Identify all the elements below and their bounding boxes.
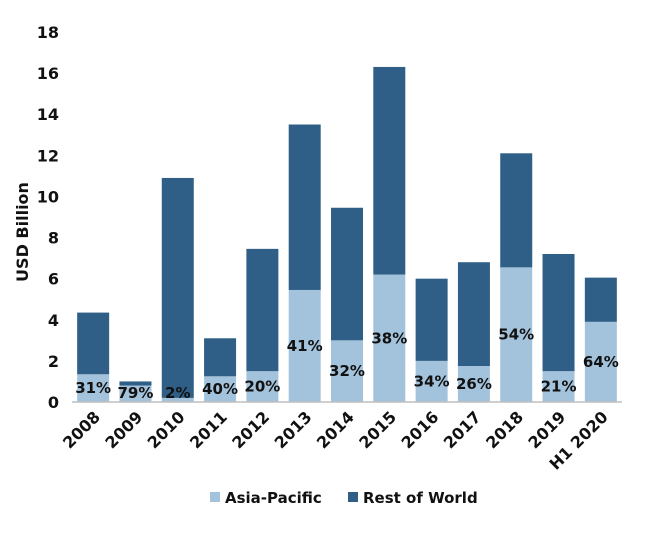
bar-asia-pacific	[77, 374, 110, 402]
data-label: 41%	[287, 337, 323, 355]
bar-asia-pacific	[331, 340, 363, 402]
y-tick-label: 16	[37, 64, 59, 83]
y-axis-label: USD Billion	[13, 182, 32, 282]
bar-asia-pacific	[542, 371, 575, 402]
data-label: 54%	[498, 326, 534, 344]
x-tick-label: 2008	[59, 407, 104, 452]
y-tick-label: 8	[48, 229, 59, 248]
bar-asia-pacific	[288, 289, 321, 402]
y-tick-label: 4	[48, 311, 59, 330]
bar-rest-of-world	[331, 207, 363, 341]
bar-rest-of-world	[500, 153, 533, 268]
bar-asia-pacific	[204, 376, 237, 402]
bar-rest-of-world	[542, 254, 575, 372]
x-tick-label: 2014	[313, 407, 358, 452]
bar-asia-pacific	[161, 397, 194, 402]
bar-asia-pacific	[415, 360, 448, 402]
bar-rest-of-world	[161, 177, 194, 398]
data-label: 21%	[541, 378, 577, 396]
data-label: 31%	[75, 379, 111, 397]
x-tick-label: 2010	[144, 407, 189, 452]
y-tick-label: 14	[37, 105, 59, 124]
legend-swatch-rest-of-world	[348, 492, 358, 502]
bar-rest-of-world	[457, 262, 490, 367]
x-tick-label: 2017	[440, 407, 485, 452]
y-tick-label: 2	[48, 352, 59, 371]
legend-label-asia-pacific: Asia-Pacific	[225, 489, 322, 507]
x-tick-label: 2018	[482, 407, 527, 452]
y-tick-label: 0	[48, 393, 59, 412]
y-tick-label: 6	[48, 270, 59, 289]
bar-asia-pacific	[584, 321, 617, 402]
bar-asia-pacific	[373, 274, 406, 402]
bar-asia-pacific	[500, 267, 533, 402]
bar-rest-of-world	[246, 248, 279, 372]
data-label: 32%	[329, 362, 365, 380]
y-tick-label: 12	[37, 146, 59, 165]
legend-label-rest-of-world: Rest of World	[363, 489, 478, 507]
data-label: 40%	[202, 380, 238, 398]
bar-asia-pacific	[119, 385, 152, 402]
x-tick-label: 2011	[186, 407, 231, 452]
x-tick-label: 2012	[228, 407, 273, 452]
x-tick-label: 2009	[101, 407, 146, 452]
bar-asia-pacific	[457, 366, 490, 402]
data-label: 64%	[583, 353, 619, 371]
data-label: 26%	[456, 375, 492, 393]
data-label: 20%	[244, 378, 280, 396]
data-label: 38%	[371, 329, 407, 347]
y-tick-label: 18	[37, 23, 59, 42]
y-tick-label: 10	[37, 187, 59, 206]
data-label: 2%	[165, 384, 190, 402]
bar-rest-of-world	[415, 278, 448, 361]
bar-rest-of-world	[373, 66, 406, 275]
bar-rest-of-world	[288, 124, 321, 290]
bar-rest-of-world	[584, 277, 617, 322]
bar-rest-of-world	[77, 312, 110, 375]
data-label: 34%	[414, 372, 450, 390]
bar-rest-of-world	[204, 338, 237, 377]
x-tick-label: 2016	[398, 407, 443, 452]
x-tick-label: 2013	[271, 407, 316, 452]
legend-swatch-asia-pacific	[210, 492, 220, 502]
x-tick-label: 2015	[355, 407, 400, 452]
data-label: 79%	[118, 384, 154, 402]
bar-asia-pacific	[246, 371, 279, 402]
bar-rest-of-world	[119, 381, 152, 386]
